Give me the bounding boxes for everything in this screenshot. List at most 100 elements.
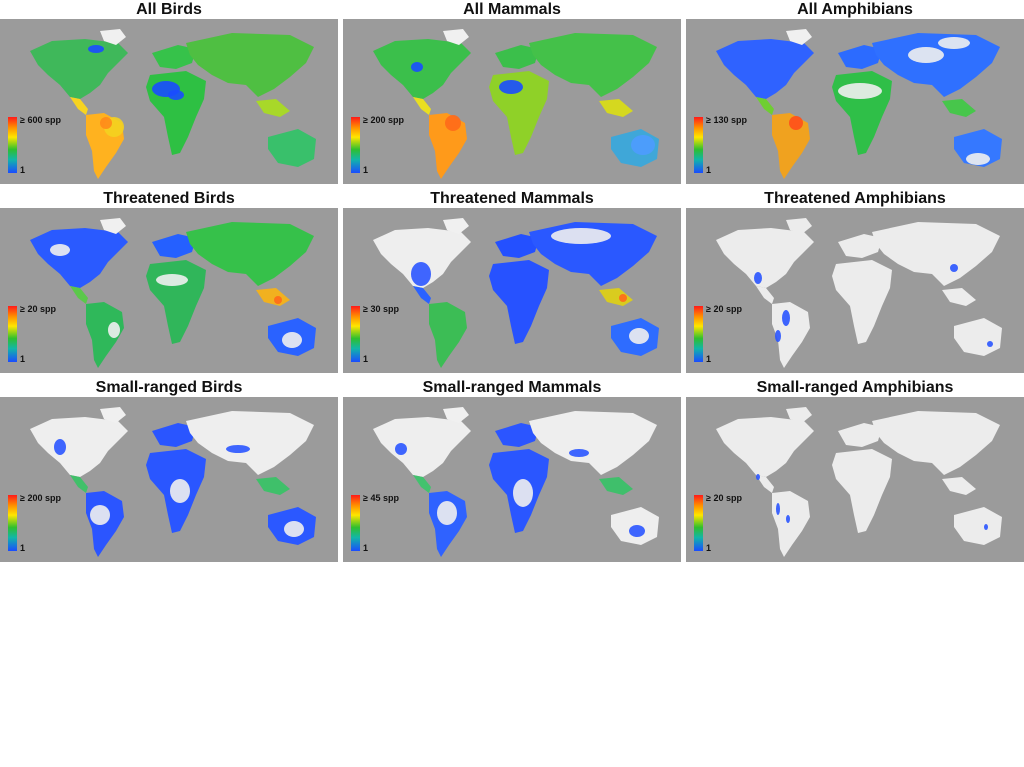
continent-asia [529,33,657,97]
legend-color-ramp [694,306,703,362]
panel-title: Threatened Amphibians [764,190,946,207]
panel-title: Small-ranged Birds [95,379,243,396]
continent-greenland [443,29,469,45]
color-legend: ≥ 200 spp 1 [6,493,66,555]
continent-europe [152,45,196,69]
legend-min-label: 1 [20,543,26,553]
continent-africa [832,449,892,533]
legend-max-label: ≥ 600 spp [20,115,61,125]
richness-patch [631,135,655,155]
richness-patch [629,525,645,537]
legend-color-ramp [8,117,17,173]
color-legend: ≥ 600 spp 1 [6,115,66,177]
richness-patch [54,439,66,455]
continent-southeast-asia [942,477,976,495]
legend-max-label: ≥ 200 spp [363,115,404,125]
legend-min-label: 1 [706,354,712,364]
richness-patch [551,228,611,244]
continent-europe [495,234,539,258]
continent-greenland [100,29,126,45]
panel-title: Threatened Birds [103,190,235,207]
map-canvas [686,208,1024,373]
continent-australia [268,129,316,167]
richness-patch [513,479,533,507]
world-map: ≥ 130 spp 1 [686,19,1024,184]
legend-max-label: ≥ 20 spp [20,304,56,314]
continent-asia [529,411,657,475]
legend-color-ramp [694,495,703,551]
continent-south-america [429,302,467,368]
continent-central-america [70,475,88,493]
continent-north-america [373,417,471,477]
color-legend: ≥ 20 spp 1 [692,304,752,366]
continent-australia [954,129,1002,167]
continent-asia [186,222,314,286]
continent-south-america [772,113,810,179]
continent-southeast-asia [599,99,633,117]
richness-patch [966,153,990,165]
legend-max-label: ≥ 20 spp [706,493,742,503]
continent-greenland [443,407,469,423]
continent-europe [838,234,882,258]
continent-southeast-asia [942,288,976,306]
map-panel-threatened-mammals: Threatened Mammals ≥ 30 spp 1 [343,189,681,373]
legend-min-label: 1 [363,354,369,364]
color-legend: ≥ 45 spp 1 [349,493,409,555]
color-legend: ≥ 20 spp 1 [6,304,66,366]
map-panel-small-ranged-birds: Small-ranged Birds ≥ 200 spp 1 [0,378,338,562]
richness-patch [437,501,457,525]
richness-patch [908,47,944,63]
legend-min-label: 1 [706,543,712,553]
legend-min-label: 1 [20,165,26,175]
panel-title: All Mammals [463,1,561,18]
continent-north-america [30,228,128,288]
continent-central-america [413,286,431,304]
continent-south-america [86,302,124,368]
continent-north-america [30,417,128,477]
color-legend: ≥ 130 spp 1 [692,115,752,177]
map-canvas [343,19,681,184]
continent-central-america [413,475,431,493]
panel-title: Threatened Mammals [430,190,594,207]
map-canvas [0,397,338,562]
continent-southeast-asia [256,477,290,495]
map-canvas [0,19,338,184]
map-canvas [686,19,1024,184]
continent-greenland [100,407,126,423]
richness-patch [445,115,461,131]
continent-central-america [756,97,774,115]
panel-title: All Birds [136,1,202,18]
world-map: ≥ 200 spp 1 [0,397,338,562]
panel-title: Small-ranged Amphibians [756,379,954,396]
richness-patch [395,443,407,455]
color-legend: ≥ 200 spp 1 [349,115,409,177]
richness-patch [775,330,781,342]
map-panel-all-mammals: All Mammals ≥ 200 spp 1 [343,0,681,184]
continent-asia [186,33,314,97]
map-panel-all-birds: All Birds ≥ 600 spp 1 [0,0,338,184]
richness-patch [499,80,523,94]
continent-southeast-asia [256,99,290,117]
map-panel-all-amphibians: All Amphibians ≥ 130 spp 1 [686,0,1024,184]
legend-max-label: ≥ 200 spp [20,493,61,503]
richness-patch [776,503,780,515]
map-canvas [686,397,1024,562]
map-canvas [0,208,338,373]
color-legend: ≥ 20 spp 1 [692,493,752,555]
legend-color-ramp [694,117,703,173]
world-map: ≥ 20 spp 1 [0,208,338,373]
continent-north-america [716,228,814,288]
richness-patch [156,274,188,286]
world-map: ≥ 200 spp 1 [343,19,681,184]
legend-min-label: 1 [20,354,26,364]
legend-min-label: 1 [706,165,712,175]
continent-southeast-asia [942,99,976,117]
legend-color-ramp [8,495,17,551]
continent-asia [872,222,1000,286]
continent-south-america [772,302,810,368]
richness-patch [170,479,190,503]
continent-central-america [70,97,88,115]
richness-patch [756,474,760,480]
legend-color-ramp [8,306,17,362]
continent-north-america [30,39,128,99]
